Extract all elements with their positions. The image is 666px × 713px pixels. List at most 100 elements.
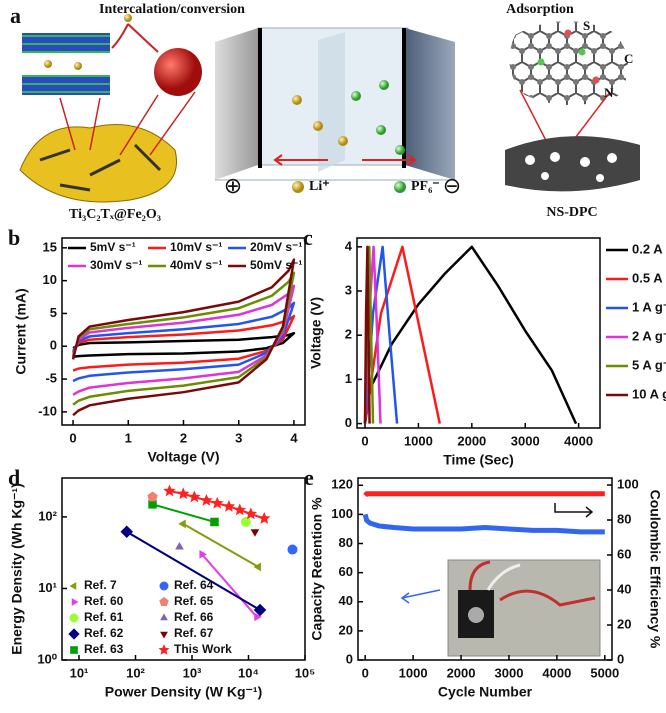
- mxene-layer: [22, 33, 110, 53]
- x-tick-label: 3000: [511, 433, 540, 448]
- x-tick-label: 2: [180, 430, 187, 445]
- atom-label: C: [624, 51, 633, 66]
- pf6-ion: [376, 125, 386, 135]
- legend-label: 30mV s⁻¹: [90, 258, 142, 272]
- li-ion: [338, 136, 348, 146]
- pore: [580, 157, 590, 167]
- y2-axis-title: Coulombic Efficiency %: [647, 490, 663, 649]
- legend-label: 5mV s⁻¹: [90, 240, 136, 254]
- legend-label: 10 A g⁻¹: [632, 386, 666, 401]
- data-point: [287, 544, 298, 555]
- legend-label: 20mV s⁻¹: [250, 240, 302, 254]
- y-tick-label: -5: [45, 371, 57, 386]
- pore: [550, 152, 560, 162]
- legend-label: 40mV s⁻¹: [170, 258, 222, 272]
- x-tick-label: 10²: [126, 665, 145, 680]
- data-point: [199, 550, 207, 559]
- legend-marker: [160, 613, 168, 621]
- y2-tick-label: 20: [617, 616, 631, 631]
- chart-panel: 0 1000 2000 3000 4000 0 1 2 3 4 Time (Sec) Voltage …: [303, 225, 666, 468]
- legend-label: 0.2 A g⁻¹: [632, 241, 666, 256]
- pf6-ion: [379, 80, 389, 90]
- legend-label: Ref. 62: [84, 626, 124, 640]
- plot-frame: [357, 477, 613, 661]
- data-line: [71, 301, 296, 383]
- data-point: [240, 516, 251, 527]
- legend-marker: [70, 646, 78, 654]
- ion: [74, 62, 82, 70]
- atom-label: S: [583, 18, 590, 33]
- guide-line: [59, 91, 196, 156]
- x-tick-label: 4000: [542, 665, 571, 680]
- fit-line: [152, 503, 215, 523]
- wire: [486, 563, 521, 591]
- scheme-caption: Ti₃C₂Tₓ@Fe₂O₃: [69, 207, 161, 222]
- terminal-sign: ⊖: [443, 173, 461, 198]
- legend-label: This Work: [174, 642, 232, 656]
- y-tick-label: 10¹: [38, 580, 57, 595]
- legend-marker: [159, 581, 169, 591]
- data-line: [363, 491, 605, 498]
- x-tick-label: 5000: [590, 665, 619, 680]
- data-point: [120, 525, 133, 539]
- legend-label: Ref. 65: [174, 594, 214, 608]
- data-point: [188, 490, 201, 503]
- composite: [19, 124, 177, 203]
- y-tick-label: 3: [345, 282, 352, 297]
- electrode-right: [405, 28, 455, 180]
- x-tick-label: 0: [361, 433, 368, 448]
- legend-label: Ref. 63: [84, 642, 124, 656]
- chart-panel: 0 1000 2000 3000 4000 50000204060801001200204…: [304, 465, 663, 700]
- ion: [44, 60, 52, 68]
- s-atom: [564, 29, 572, 37]
- data-point: [244, 507, 258, 520]
- n-atom: [592, 76, 600, 84]
- x-axis-title: Time (Sec): [443, 452, 514, 468]
- axis-arrow: [554, 503, 594, 518]
- data-point: [222, 499, 236, 512]
- data-point: [175, 541, 184, 550]
- scheme-title: Adsorption: [506, 2, 574, 17]
- legend-marker: [159, 597, 169, 606]
- y-tick-label: 10⁰: [37, 651, 57, 666]
- arrow: [111, 23, 159, 53]
- pore: [596, 174, 604, 182]
- y-axis-title: Energy Density (Wh Kg⁻¹): [9, 483, 25, 655]
- data-line: [71, 284, 296, 396]
- inset-photo: [447, 559, 601, 657]
- y-tick-label: 40: [339, 593, 353, 608]
- c-atom: [537, 58, 545, 66]
- x-tick-label: 1000: [399, 665, 428, 680]
- data-point: [210, 517, 219, 527]
- data-point: [148, 500, 157, 509]
- data-point: [258, 512, 271, 524]
- y-tick-label: 2: [345, 327, 352, 342]
- legend-li: [292, 181, 304, 193]
- legend-marker: [68, 628, 80, 640]
- x-tick-label: 3: [235, 430, 242, 445]
- y-tick-label: 0: [346, 651, 353, 666]
- y-tick-label: 120: [331, 477, 353, 492]
- li-ion: [292, 95, 302, 105]
- x-tick-label: 10³: [183, 665, 202, 680]
- legend-marker: [158, 644, 170, 655]
- x-tick-label: 0: [69, 430, 76, 445]
- y-axis-title: Current (mA): [13, 288, 29, 374]
- x-tick-label: 4: [290, 430, 298, 445]
- chart-panel: 10¹ 10² 10³ 10⁴ 10⁵ 10⁰ 10¹ 10² Power Density (W…: [8, 465, 315, 700]
- data-point: [163, 484, 176, 497]
- y-tick-label: 100: [331, 506, 353, 521]
- legend-label: Ref. 7: [84, 578, 117, 592]
- legend-label: 1 A g⁻¹: [632, 299, 666, 314]
- legend-pf6: [394, 181, 406, 193]
- data-point: [250, 529, 260, 537]
- fe2o3-sphere: [154, 48, 202, 96]
- data-point: [254, 612, 262, 622]
- data-point: [233, 503, 246, 516]
- x-tick-label: 2000: [447, 665, 476, 680]
- panel-label: b: [8, 225, 20, 250]
- data-line: [363, 245, 578, 425]
- y-tick-label: -10: [38, 403, 57, 418]
- data-point: [211, 496, 224, 509]
